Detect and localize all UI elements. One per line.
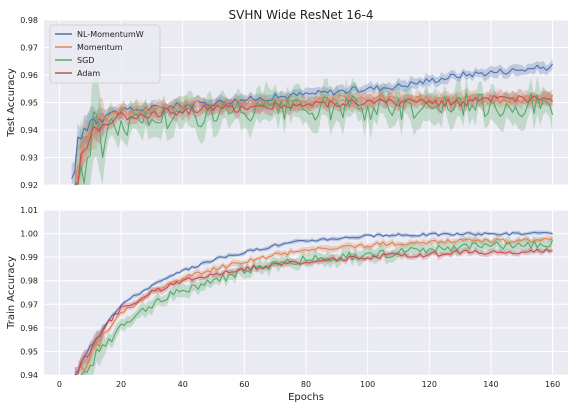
error-band-nl-momentumw	[74, 230, 553, 375]
series-line-adam	[74, 248, 553, 376]
y-ticks-bottom: 0.94 0.95 0.96 0.97 0.98 0.99 1.00 1.01	[20, 206, 38, 380]
train-accuracy-panel: 0.94 0.95 0.96 0.97 0.98 0.99 1.00 1.01 0 20 40 60…	[6, 206, 568, 403]
y-tick-label: 0.93	[20, 154, 38, 163]
legend-label-nl-momentumw: NL-MomentumW	[77, 30, 144, 39]
legend-label-adam: Adam	[77, 69, 100, 78]
y-tick-label: 0.94	[20, 126, 38, 135]
y-axis-label-bottom: Train Accuracy	[6, 256, 17, 330]
series-line-sgd	[80, 240, 554, 376]
y-tick-label: 0.98	[20, 277, 38, 286]
series-line-nl-momentumw	[74, 231, 553, 374]
y-ticks-top: 0.92 0.93 0.94 0.95 0.96 0.97 0.98	[20, 16, 38, 190]
series-line-momentum	[77, 238, 553, 372]
y-tick-label: 1.01	[20, 206, 38, 215]
y-tick-label: 0.98	[20, 16, 38, 25]
error-band-sgd	[74, 64, 553, 185]
error-band-momentum	[77, 235, 553, 375]
error-band-nl-momentumw	[71, 58, 553, 185]
y-axis-label-top: Test Accuracy	[6, 68, 17, 138]
y-tick-label: 0.95	[20, 99, 38, 108]
error-band-sgd	[81, 234, 553, 375]
y-tick-label: 1.00	[20, 230, 38, 239]
x-tick-label: 120	[422, 380, 437, 389]
series-line-sgd	[74, 92, 554, 186]
figure-title: SVHN Wide ResNet 16-4	[229, 8, 374, 22]
test-accuracy-panel: 0.92 0.93 0.94 0.95 0.96 0.97 0.98 Test Accura…	[6, 16, 568, 190]
x-tick-label: 40	[178, 380, 188, 389]
x-tick-label: 140	[483, 380, 498, 389]
x-ticks: 0 20 40 60 80 100 120 140 160	[57, 380, 560, 389]
y-tick-label: 0.95	[20, 347, 38, 356]
x-tick-label: 60	[239, 380, 249, 389]
series-lines-top	[71, 63, 554, 186]
y-tick-label: 0.96	[20, 71, 38, 80]
y-tick-label: 0.96	[20, 324, 38, 333]
x-tick-label: 20	[116, 380, 126, 389]
legend: NL-MomentumW Momentum SGD Adam	[49, 24, 161, 84]
series-line-nl-momentumw	[71, 63, 554, 179]
series-lines-bottom	[74, 231, 554, 376]
legend-label-sgd: SGD	[77, 56, 94, 65]
legend-box	[49, 24, 161, 84]
x-tick-label: 80	[301, 380, 311, 389]
y-tick-label: 0.99	[20, 253, 38, 262]
y-tick-label: 0.92	[20, 181, 38, 190]
y-tick-label: 0.94	[20, 371, 38, 380]
x-tick-label: 0	[57, 380, 62, 389]
y-tick-label: 0.97	[20, 44, 38, 53]
x-tick-label: 160	[545, 380, 560, 389]
series-line-adam	[74, 94, 553, 185]
y-tick-label: 0.97	[20, 300, 38, 309]
legend-label-momentum: Momentum	[77, 43, 123, 52]
error-band-adam	[74, 88, 553, 185]
x-axis-label: Epochs	[288, 392, 324, 403]
x-tick-label: 100	[360, 380, 375, 389]
